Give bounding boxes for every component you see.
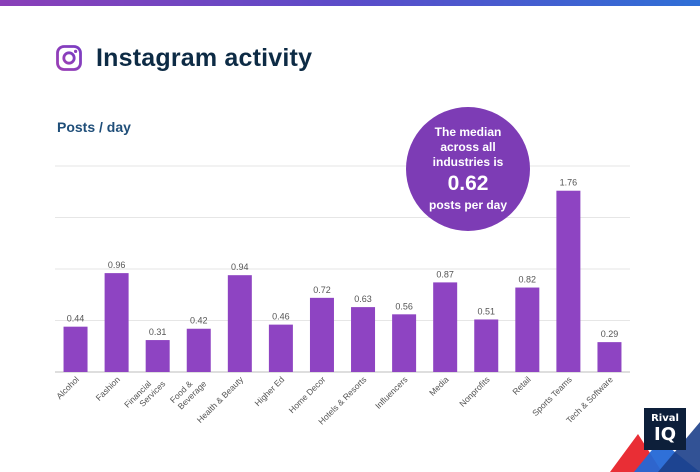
bar	[597, 342, 622, 372]
data-label: 0.31	[149, 327, 167, 337]
bar	[309, 297, 334, 372]
category-label: Nonprofits	[457, 374, 491, 408]
bar	[392, 314, 417, 372]
bar	[227, 275, 252, 372]
data-label: 0.29	[601, 329, 619, 339]
logo-text-iq: IQ	[654, 424, 676, 445]
data-label: 0.51	[477, 306, 495, 316]
data-label: 0.87	[436, 269, 454, 279]
logo-mark: Rival IQ	[644, 408, 686, 450]
y-axis-title: Posts / day	[57, 119, 131, 135]
callout-text-top: The median across all industries is	[432, 125, 504, 169]
data-label: 0.46	[272, 312, 290, 322]
callout-value: 0.62	[447, 172, 489, 195]
bar	[268, 324, 293, 372]
category-label: Sports Teams	[530, 374, 574, 418]
top-gradient-bar	[0, 0, 700, 6]
bar	[63, 326, 88, 372]
bar	[351, 307, 376, 372]
category-label: Fashion	[94, 374, 123, 403]
data-label: 0.96	[108, 260, 126, 270]
category-label: Higher Ed	[252, 374, 286, 408]
bar	[515, 287, 540, 372]
category-label: Influencers	[373, 374, 409, 410]
instagram-icon	[56, 45, 82, 71]
data-label: 0.82	[519, 275, 537, 285]
bar	[474, 319, 499, 372]
median-callout: The median across all industries is 0.62…	[406, 107, 530, 231]
bar	[186, 328, 211, 372]
chart-header: Instagram activity	[56, 42, 312, 74]
logo-text-rival: Rival	[651, 413, 679, 424]
category-label: Media	[427, 374, 451, 398]
data-label: 0.44	[67, 314, 85, 324]
category-label: Alcohol	[54, 374, 81, 401]
data-label: 1.76	[560, 178, 578, 188]
bar	[433, 282, 458, 372]
bar	[556, 190, 581, 372]
data-label: 0.94	[231, 262, 249, 272]
chart-title: Instagram activity	[96, 43, 313, 72]
category-label: Retail	[510, 374, 533, 397]
data-label: 0.63	[354, 294, 372, 304]
bar	[104, 273, 129, 372]
category-label: FinancialServices	[122, 372, 167, 417]
category-label: Food &Beverage	[168, 371, 209, 412]
category-label: Home Decor	[287, 374, 328, 415]
callout-text-bottom: posts per day	[428, 198, 508, 212]
data-label: 0.72	[313, 285, 331, 295]
data-label: 0.56	[395, 301, 413, 311]
data-label: 0.42	[190, 316, 208, 326]
rival-iq-logo: Rival IQ	[600, 382, 700, 472]
bar	[145, 340, 170, 372]
